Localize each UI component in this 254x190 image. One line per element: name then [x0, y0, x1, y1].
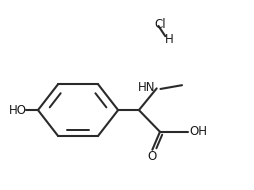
- Text: H: H: [164, 33, 173, 46]
- Text: Cl: Cl: [153, 18, 165, 31]
- Text: OH: OH: [189, 125, 207, 138]
- Text: HO: HO: [9, 104, 27, 117]
- Text: HN: HN: [137, 81, 155, 94]
- Text: O: O: [147, 150, 156, 163]
